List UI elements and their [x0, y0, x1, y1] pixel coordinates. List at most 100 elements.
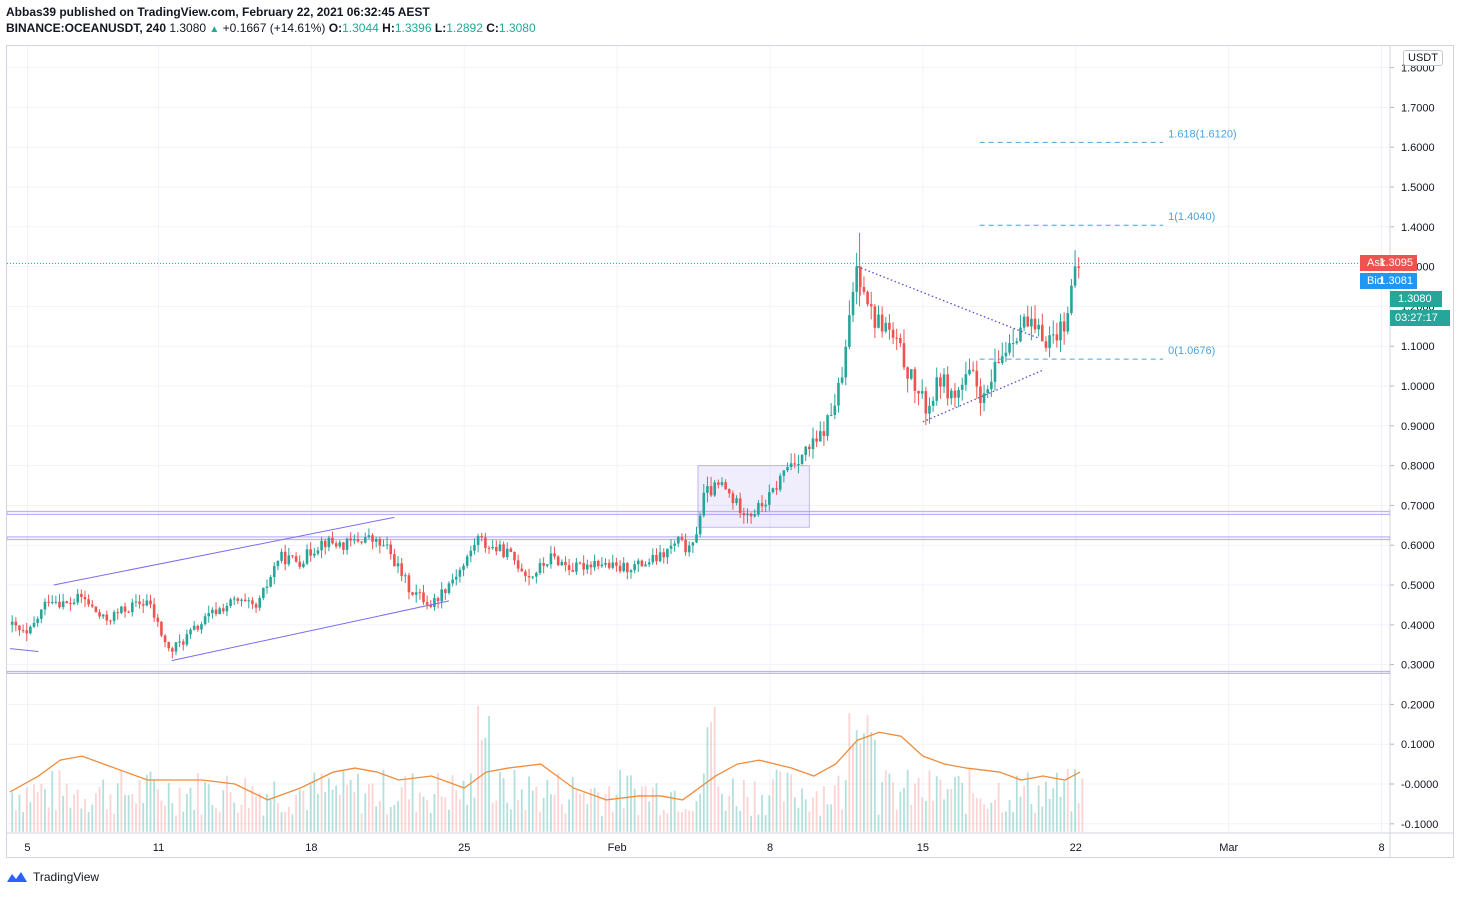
candle-body — [1055, 334, 1059, 341]
triangle-upper-line — [857, 265, 1039, 339]
candle-body — [80, 593, 83, 597]
volume-bar — [171, 803, 174, 832]
candle-body — [411, 592, 414, 595]
candle-body — [913, 369, 917, 391]
candle-body — [895, 337, 899, 339]
volume-bar — [306, 810, 308, 832]
candle-body — [112, 612, 116, 621]
candle-body — [425, 602, 429, 605]
volume-bar — [571, 776, 574, 832]
candle-body — [717, 482, 720, 485]
volume-bar — [954, 777, 956, 832]
volume-bar — [819, 815, 822, 832]
candle-body — [484, 537, 487, 548]
volume-bar — [382, 770, 385, 832]
candle-body — [818, 431, 822, 442]
candle-body — [444, 589, 447, 593]
volume-bar — [630, 775, 632, 832]
volume-bar — [506, 802, 509, 832]
candle-body — [272, 566, 276, 578]
candle-body — [123, 606, 127, 612]
volume-bar — [309, 784, 312, 832]
volume-bar — [1015, 775, 1018, 832]
y-tick-label: 0.5000 — [1401, 580, 1435, 592]
volume-bar — [884, 770, 887, 832]
candle-body — [465, 556, 469, 566]
volume-bar — [1001, 812, 1004, 832]
volume-bar — [418, 792, 421, 832]
volume-bar — [18, 794, 21, 832]
candle-body — [509, 548, 513, 552]
candle-body — [735, 498, 738, 504]
candle-body — [960, 384, 964, 390]
chart-frame[interactable] — [6, 45, 1454, 858]
candle-body — [920, 391, 924, 394]
candle-body — [695, 534, 698, 543]
volume-bar — [975, 797, 978, 832]
candle-body — [287, 555, 291, 565]
volume-bar — [116, 783, 119, 832]
volume-bar — [258, 793, 261, 832]
candle-body — [928, 405, 931, 414]
low-label: L: — [434, 21, 447, 35]
candle-body — [724, 482, 727, 490]
volume-bar — [378, 800, 381, 832]
volume-bar — [910, 804, 913, 832]
volume-bar — [793, 797, 796, 832]
volume-bar — [1081, 778, 1084, 832]
channel-upper-line — [53, 516, 395, 586]
candle-body — [174, 642, 178, 652]
currency-chip[interactable]: USDT — [1403, 50, 1443, 66]
candle-body — [760, 503, 764, 507]
candle-body — [243, 599, 247, 602]
volume-bar — [830, 804, 833, 832]
volume-bar — [338, 794, 341, 832]
candle-body — [633, 564, 636, 571]
volume-bar — [145, 774, 148, 832]
candle-body — [1011, 343, 1015, 345]
volume-bar — [1063, 781, 1066, 832]
volume-bar — [266, 794, 268, 832]
candle-body — [611, 562, 615, 568]
candle-body — [768, 492, 771, 505]
tradingview-logo-icon — [7, 872, 27, 882]
volume-bar — [790, 774, 793, 832]
volume-bar — [331, 789, 334, 832]
volume-bar — [295, 794, 298, 832]
bid-tag: Bid 1.3081 — [1360, 273, 1417, 289]
volume-bar — [131, 794, 134, 832]
volume-bar — [451, 775, 454, 832]
candle-body — [495, 546, 498, 552]
candle-body — [491, 546, 494, 549]
volume-bar — [280, 812, 283, 832]
volume-bar — [1019, 796, 1022, 832]
candle-body — [305, 549, 309, 564]
candle-body — [990, 381, 993, 390]
candle-body — [942, 374, 946, 387]
volume-bar — [921, 797, 924, 832]
candle-body — [225, 606, 229, 612]
candle-body — [600, 564, 604, 567]
publish-line: Abbas39 published on TradingView.com, Fe… — [6, 4, 1456, 20]
high-value: 1.3396 — [394, 21, 432, 35]
candle-body — [993, 361, 997, 382]
plot-area — [7, 141, 1390, 832]
candle-body — [851, 291, 855, 316]
volume-bar — [346, 784, 348, 832]
candle-body — [793, 463, 797, 465]
candle-body — [218, 608, 221, 615]
volume-bar — [386, 814, 389, 832]
candle-body — [1066, 313, 1070, 332]
candle-body — [545, 564, 549, 566]
volume-bar — [859, 743, 862, 832]
candle-body — [247, 600, 251, 602]
candle-body — [615, 562, 618, 566]
volume-bar — [826, 804, 829, 832]
footer-branding[interactable]: TradingView — [6, 870, 99, 884]
candle-body — [163, 635, 167, 643]
volume-bar — [626, 775, 629, 832]
candle-body — [454, 576, 458, 580]
volume-bar — [167, 783, 170, 832]
candle-body — [473, 544, 476, 551]
